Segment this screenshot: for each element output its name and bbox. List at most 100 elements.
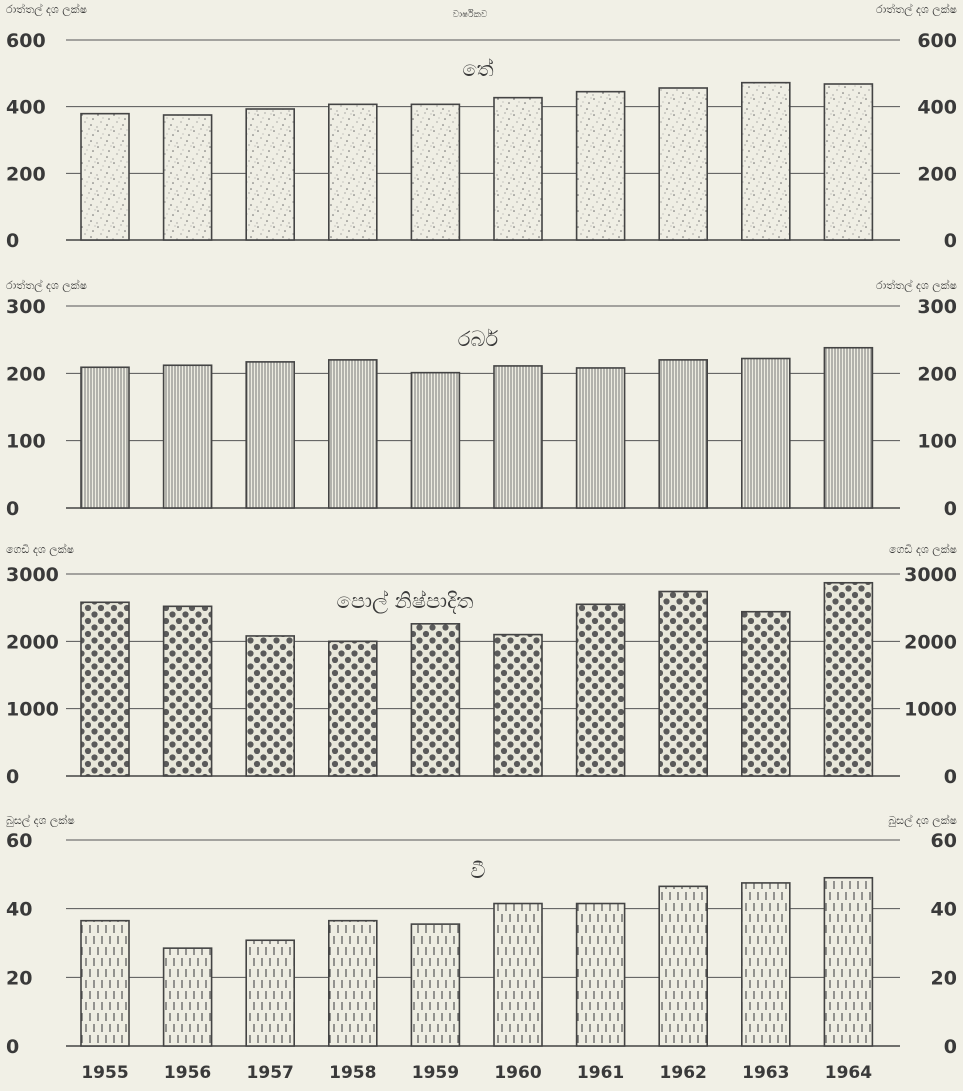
y-tick-left: 100 bbox=[6, 431, 46, 453]
y-unit-left: බුසල් දශ ලක්ෂ bbox=[6, 813, 75, 828]
y-tick-right: 0 bbox=[944, 1036, 957, 1058]
bar-1957 bbox=[245, 939, 295, 1047]
y-tick-right: 600 bbox=[917, 30, 957, 52]
y-tick-right: 200 bbox=[917, 363, 957, 385]
y-unit-left: ගෙඩි දශ ලක්ෂ bbox=[6, 542, 74, 557]
bar-1957 bbox=[245, 108, 295, 241]
y-tick-right: 400 bbox=[917, 97, 957, 119]
bar-1955 bbox=[80, 366, 130, 509]
y-tick-right: 0 bbox=[944, 766, 957, 788]
bar-1964 bbox=[823, 581, 874, 777]
bar-1962 bbox=[658, 87, 709, 241]
y-tick-right: 0 bbox=[944, 498, 957, 520]
x-tick-label: 1963 bbox=[742, 1063, 789, 1083]
y-tick-right: 40 bbox=[931, 899, 957, 921]
y-unit-right: රාත්තල් දශ ලක්ෂ bbox=[876, 278, 957, 293]
bar-1963 bbox=[740, 610, 791, 777]
y-tick-right: 60 bbox=[931, 830, 957, 852]
panel-4: බුසල් දශ ලක්ෂ බුසල් දශ ලක්ෂ 0 0 20 20 40 40 60 60… bbox=[6, 813, 957, 1058]
x-tick-label: 1956 bbox=[164, 1063, 211, 1083]
bar-1958 bbox=[327, 919, 378, 1047]
bar-1960 bbox=[493, 96, 543, 241]
bar-1961 bbox=[575, 90, 626, 241]
y-tick-right: 1000 bbox=[904, 699, 957, 721]
bar-1958 bbox=[327, 103, 378, 241]
y-tick-left: 20 bbox=[6, 967, 32, 989]
bar-1960 bbox=[493, 902, 543, 1047]
y-tick-left: 0 bbox=[6, 498, 19, 520]
y-tick-left: 300 bbox=[6, 296, 46, 318]
bar-1957 bbox=[245, 361, 295, 509]
x-tick-label: 1960 bbox=[494, 1063, 541, 1083]
bar-1964 bbox=[823, 346, 874, 509]
bar-1955 bbox=[80, 112, 130, 241]
y-unit-left: රාත්තල් දශ ලක්ෂ bbox=[6, 2, 87, 17]
bar-1959 bbox=[410, 623, 461, 777]
bar-1957 bbox=[245, 635, 295, 777]
y-tick-left: 600 bbox=[6, 30, 46, 52]
bar-1960 bbox=[493, 365, 543, 509]
y-tick-left: 0 bbox=[6, 230, 19, 252]
y-tick-left: 0 bbox=[6, 766, 19, 788]
y-tick-left: 3000 bbox=[6, 564, 59, 586]
y-unit-right: බුසල් දශ ලක්ෂ bbox=[888, 813, 957, 828]
bar-1963 bbox=[740, 357, 791, 509]
panel-3: ගෙඩි දශ ලක්ෂ ගෙඩි දශ ලක්ෂ 0 0 1000 1000 2000 20… bbox=[6, 542, 957, 788]
bar-1959 bbox=[410, 103, 461, 241]
panel-2: රාත්තල් දශ ලක්ෂ රාත්තල් දශ ලක්ෂ 0 0 100 100 20… bbox=[6, 278, 957, 520]
y-tick-left: 1000 bbox=[6, 699, 59, 721]
y-unit-right: රාත්තල් දශ ලක්ෂ bbox=[876, 2, 957, 17]
bar-1961 bbox=[575, 902, 626, 1047]
panel-title: පොල් නිෂ්පාදිත bbox=[337, 589, 474, 614]
bar-1960 bbox=[493, 633, 543, 777]
x-tick-label: 1957 bbox=[247, 1063, 294, 1083]
bar-1964 bbox=[823, 83, 874, 241]
y-tick-left: 60 bbox=[6, 830, 32, 852]
y-tick-left: 200 bbox=[6, 363, 46, 385]
bar-1956 bbox=[162, 114, 213, 241]
bar-1962 bbox=[658, 359, 709, 509]
bar-1961 bbox=[575, 603, 626, 777]
bar-1955 bbox=[80, 919, 130, 1047]
y-tick-right: 20 bbox=[931, 967, 957, 989]
bar-1956 bbox=[162, 947, 213, 1047]
x-tick-label: 1962 bbox=[660, 1063, 707, 1083]
x-tick-label: 1955 bbox=[81, 1063, 128, 1083]
bar-1955 bbox=[80, 601, 130, 777]
x-tick-label: 1958 bbox=[329, 1063, 376, 1083]
bar-1962 bbox=[658, 885, 709, 1047]
bar-1961 bbox=[575, 367, 626, 509]
y-tick-left: 40 bbox=[6, 899, 32, 921]
bar-1959 bbox=[410, 923, 461, 1047]
panel-title: තේ bbox=[462, 57, 493, 81]
header-caption: වාර්ෂිකව bbox=[453, 9, 488, 20]
bar-1962 bbox=[658, 590, 709, 777]
y-tick-left: 200 bbox=[6, 163, 46, 185]
bar-1959 bbox=[410, 371, 461, 509]
panel-title: රබර් bbox=[458, 327, 499, 351]
x-tick-label: 1964 bbox=[825, 1063, 872, 1083]
y-tick-right: 300 bbox=[917, 296, 957, 318]
x-tick-label: 1959 bbox=[412, 1063, 459, 1083]
y-unit-right: ගෙඩි දශ ලක්ෂ bbox=[889, 542, 957, 557]
bar-1958 bbox=[327, 640, 378, 777]
y-tick-right: 0 bbox=[944, 230, 957, 252]
y-unit-left: රාත්තල් දශ ලක්ෂ bbox=[6, 278, 87, 293]
y-tick-left: 400 bbox=[6, 97, 46, 119]
panel-1: රාත්තල් දශ ලක්ෂ රාත්තල් දශ ලක්ෂ 0 0 200 200 40… bbox=[6, 2, 957, 252]
y-tick-right: 3000 bbox=[904, 564, 957, 586]
bar-1963 bbox=[740, 882, 791, 1047]
panel-title: වී bbox=[470, 859, 485, 883]
bar-1956 bbox=[162, 364, 213, 509]
y-tick-right: 200 bbox=[917, 163, 957, 185]
x-tick-label: 1961 bbox=[577, 1063, 624, 1083]
y-tick-right: 100 bbox=[917, 431, 957, 453]
bar-1958 bbox=[327, 359, 378, 509]
bar-1963 bbox=[740, 81, 791, 241]
y-tick-left: 0 bbox=[6, 1036, 19, 1058]
bar-1956 bbox=[162, 605, 213, 777]
bar-1964 bbox=[823, 876, 874, 1047]
